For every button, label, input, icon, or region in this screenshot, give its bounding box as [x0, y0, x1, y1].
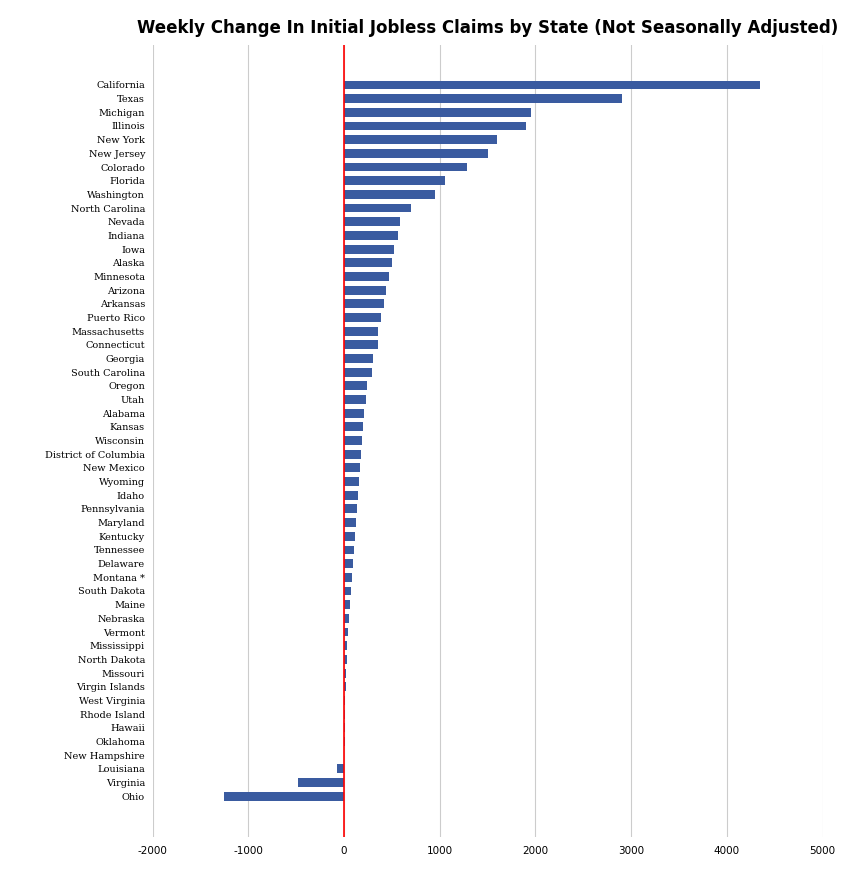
Bar [344, 423, 363, 432]
Bar [344, 108, 531, 117]
Bar [344, 313, 382, 322]
Bar [344, 464, 360, 473]
Bar [344, 80, 761, 89]
Bar [344, 696, 345, 705]
Bar [344, 627, 349, 636]
Bar [344, 518, 356, 527]
Bar [344, 436, 362, 445]
Bar [344, 217, 399, 226]
Bar [344, 395, 366, 404]
Bar [344, 272, 389, 281]
Bar [344, 340, 377, 349]
Bar [344, 642, 348, 651]
Bar [344, 286, 386, 295]
Bar [344, 176, 444, 185]
Bar [344, 204, 411, 213]
Bar [337, 765, 344, 773]
Bar [344, 505, 357, 514]
Bar [344, 573, 352, 582]
Bar [344, 709, 345, 718]
Bar [344, 94, 622, 103]
Bar [344, 546, 354, 554]
Bar [344, 258, 392, 267]
Bar [344, 668, 346, 677]
Title: Weekly Change In Initial Jobless Claims by State (Not Seasonally Adjusted): Weekly Change In Initial Jobless Claims … [137, 20, 838, 37]
Bar [344, 490, 358, 499]
Bar [344, 190, 435, 198]
Bar [344, 559, 353, 568]
Bar [344, 122, 526, 131]
Bar [344, 477, 359, 486]
Bar [344, 532, 355, 541]
Bar [344, 231, 398, 239]
Bar [344, 724, 345, 732]
Bar [344, 587, 351, 595]
Bar [344, 683, 346, 692]
Bar [344, 299, 384, 308]
Bar [344, 409, 364, 417]
Bar [344, 149, 488, 158]
Bar [344, 135, 497, 144]
Bar [344, 163, 466, 172]
Bar [344, 368, 371, 376]
Bar [344, 449, 361, 458]
Bar [344, 600, 350, 609]
Bar [225, 792, 344, 801]
Bar [344, 245, 393, 254]
Bar [344, 655, 347, 664]
Bar [344, 614, 349, 623]
Bar [344, 327, 378, 336]
Bar [344, 382, 367, 391]
Bar [344, 354, 373, 363]
Bar [298, 778, 344, 787]
